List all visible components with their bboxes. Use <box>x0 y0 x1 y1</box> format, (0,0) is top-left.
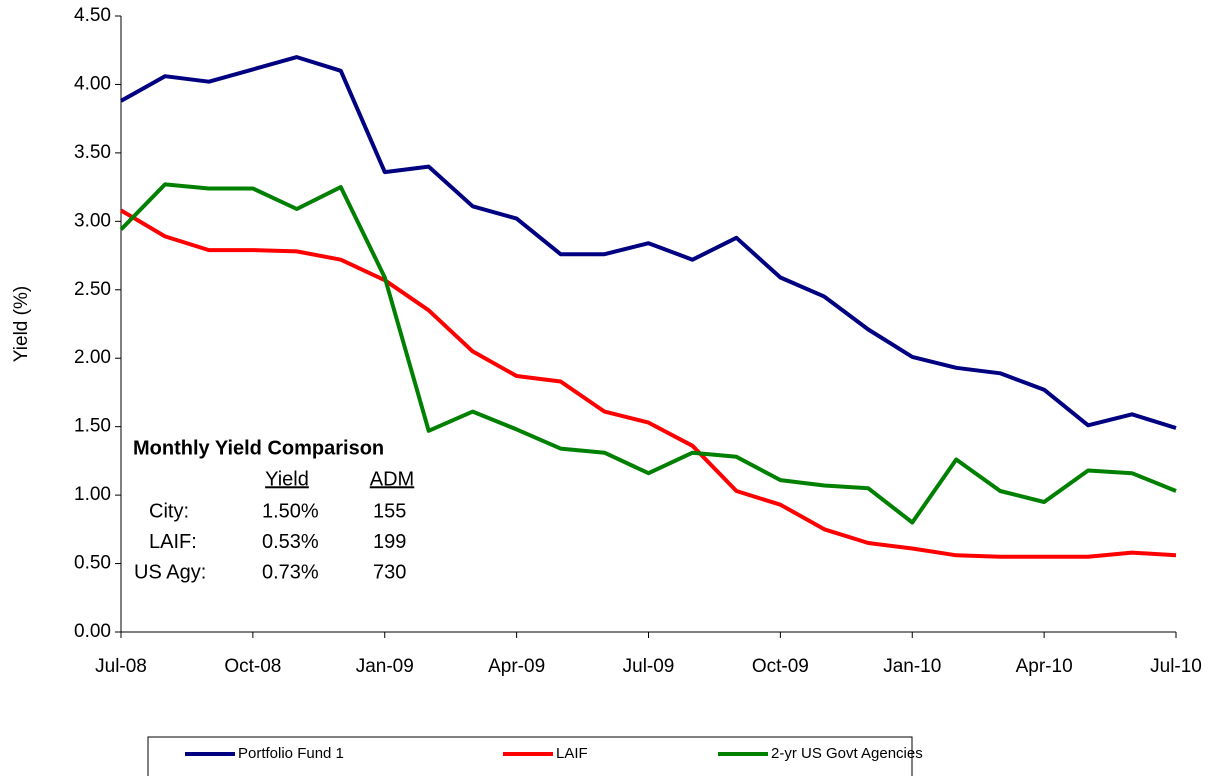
series-line <box>120 55 1177 430</box>
x-tick-label: Jan-10 <box>883 656 941 677</box>
annotation-cell: 730 <box>373 561 406 583</box>
legend-box <box>147 736 913 776</box>
annotation-cell: 0.73% <box>262 561 319 583</box>
annotation-cell: 155 <box>373 500 406 522</box>
y-axis-title: Yield (%) <box>11 286 32 362</box>
annotation-header: ADM <box>370 468 414 490</box>
legend-label: Portfolio Fund 1 <box>238 745 344 762</box>
y-tick-label: 2.00 <box>74 347 111 368</box>
annotation-cell: 199 <box>373 531 406 553</box>
y-tick-label: 3.00 <box>74 210 111 231</box>
annotation-cell: LAIF: <box>149 531 197 553</box>
y-tick-label: 4.50 <box>74 5 111 26</box>
annotation-header: Yield <box>265 468 309 490</box>
x-tick-label: Jul-10 <box>1150 656 1202 677</box>
x-tick-label: Oct-09 <box>752 656 809 677</box>
x-tick-label: Oct-08 <box>224 656 281 677</box>
y-tick-label: 0.50 <box>74 553 111 574</box>
y-tick-label: 1.00 <box>74 484 111 505</box>
x-tick-label: Apr-10 <box>1016 656 1073 677</box>
annotation-cell: 1.50% <box>262 500 319 522</box>
legend-label: LAIF <box>556 745 588 762</box>
x-tick-label: Jul-08 <box>95 656 147 677</box>
y-tick-label: 0.00 <box>74 621 111 642</box>
y-tick-label: 2.50 <box>74 279 111 300</box>
series-line <box>119 182 1177 525</box>
series-line <box>119 208 1177 559</box>
x-tick-label: Apr-09 <box>488 656 545 677</box>
y-tick-label: 3.50 <box>74 142 111 163</box>
y-tick-label: 4.00 <box>74 73 111 94</box>
legend-label: 2-yr US Govt Agencies <box>771 745 923 762</box>
x-tick-label: Jan-09 <box>356 656 414 677</box>
annotation-cell: City: <box>149 500 189 522</box>
annotation-title: Monthly Yield Comparison <box>133 437 384 459</box>
annotation-cell: 0.53% <box>262 531 319 553</box>
annotation-cell: US Agy: <box>134 561 206 583</box>
y-tick-label: 1.50 <box>74 416 111 437</box>
x-tick-label: Jul-09 <box>623 656 675 677</box>
